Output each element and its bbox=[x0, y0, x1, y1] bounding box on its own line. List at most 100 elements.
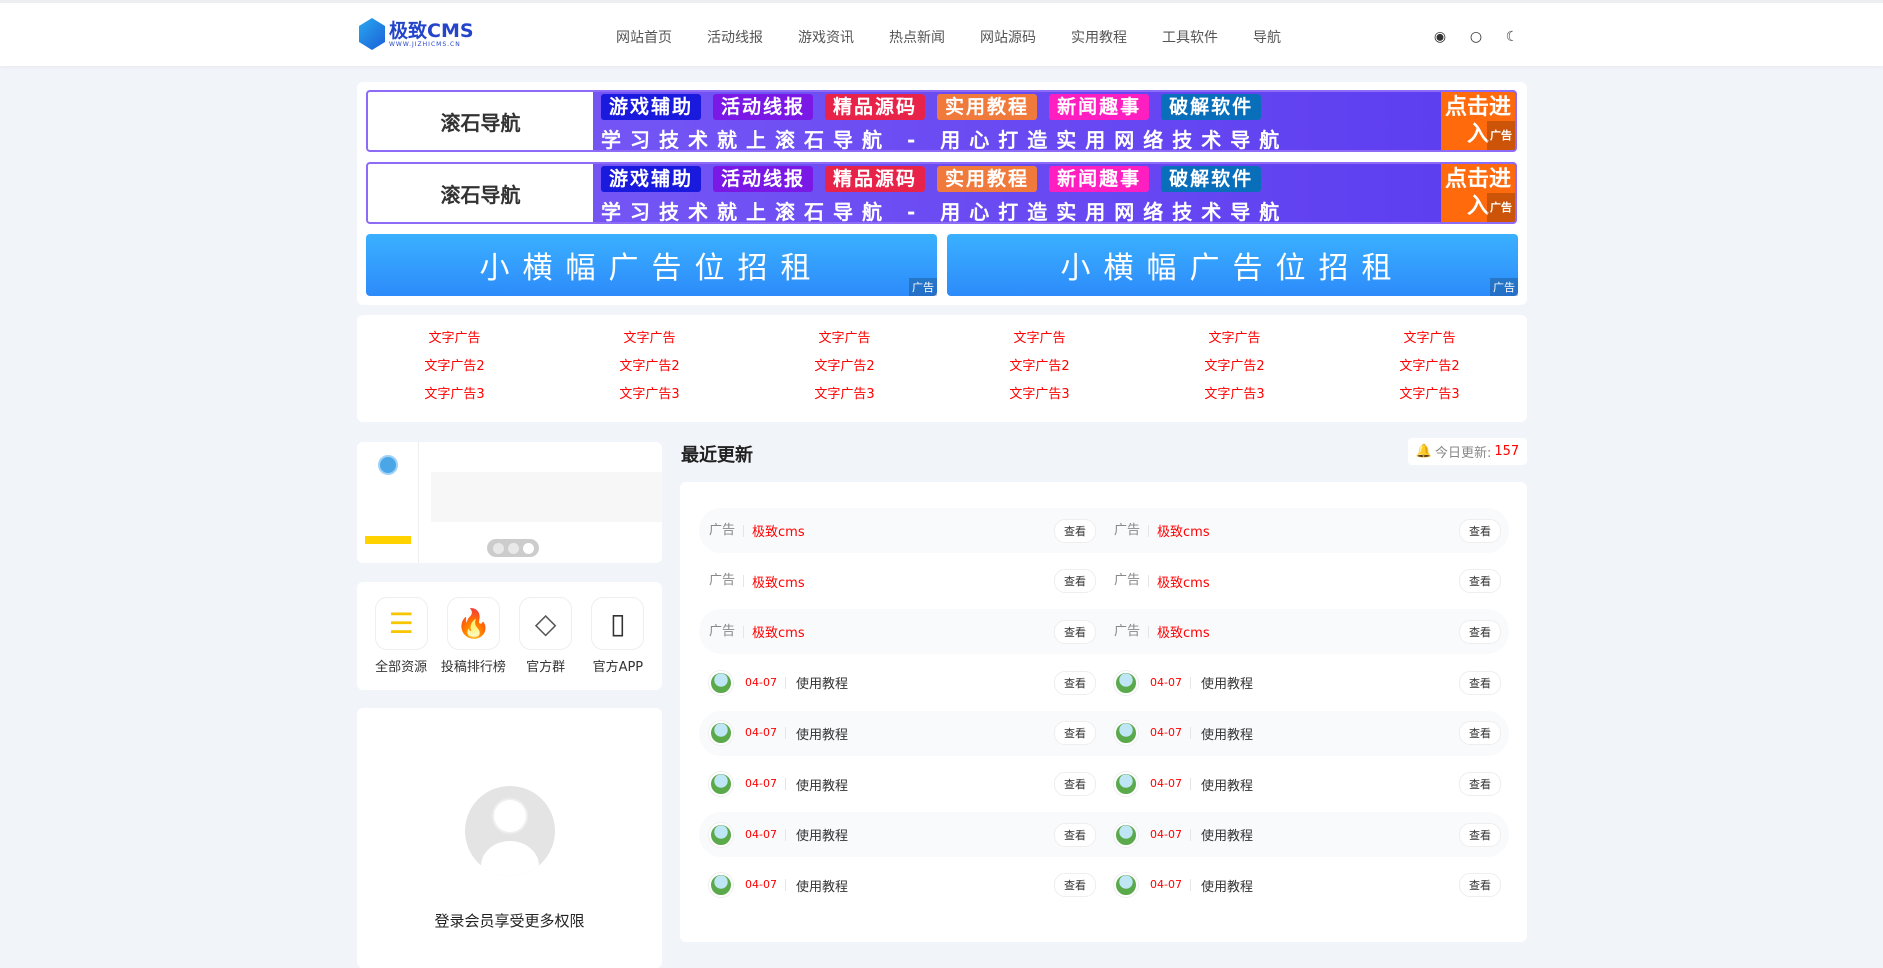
ad-item[interactable]: 广告 极致cms 查看 bbox=[1104, 508, 1509, 553]
post-item[interactable]: 04-07 使用教程 查看 bbox=[1104, 812, 1509, 857]
banner-ad[interactable]: 滚石导航 游戏辅助 活动线报 精品源码 实用教程 新闻趣事 破解软件 学习技术就上滚石导航 … bbox=[366, 162, 1517, 224]
post-title[interactable]: 使用教程 bbox=[1200, 677, 1253, 693]
post-item[interactable]: 04-07 使用教程 查看 bbox=[1104, 863, 1509, 908]
text-ad-link[interactable]: 文字广告 bbox=[1403, 331, 1456, 346]
author-avatar[interactable] bbox=[1114, 822, 1138, 847]
view-button[interactable]: 查看 bbox=[1459, 619, 1501, 644]
text-ad-link[interactable]: 文字广告2 bbox=[619, 359, 680, 374]
post-title[interactable]: 使用教程 bbox=[1200, 778, 1253, 794]
post-item[interactable]: 04-07 使用教程 查看 bbox=[699, 863, 1104, 908]
slider-dot[interactable] bbox=[492, 542, 504, 554]
nav-item[interactable]: 网站源码 bbox=[980, 30, 1036, 46]
author-avatar[interactable] bbox=[709, 670, 733, 695]
post-item[interactable]: 04-07 使用教程 查看 bbox=[699, 762, 1104, 807]
author-avatar[interactable] bbox=[1114, 670, 1138, 695]
text-ad-link[interactable]: 文字广告 bbox=[1208, 331, 1261, 346]
author-avatar[interactable] bbox=[1114, 772, 1138, 796]
ad-title[interactable]: 极致cms bbox=[752, 575, 805, 591]
ad-title[interactable]: 极致cms bbox=[1157, 575, 1210, 591]
view-button[interactable]: 查看 bbox=[1054, 518, 1096, 543]
view-button[interactable]: 查看 bbox=[1054, 772, 1096, 796]
author-avatar[interactable] bbox=[709, 772, 733, 796]
text-ad-link[interactable]: 文字广告 bbox=[818, 331, 871, 346]
ad-title[interactable]: 极致cms bbox=[1157, 525, 1210, 540]
quick-link-group[interactable]: ◇ 官方群 bbox=[511, 597, 581, 690]
post-item[interactable]: 04-07 使用教程 查看 bbox=[699, 711, 1104, 756]
text-ad-link[interactable]: 文字广告3 bbox=[1399, 387, 1460, 402]
view-button[interactable]: 查看 bbox=[1459, 721, 1501, 746]
text-ad-link[interactable]: 文字广告3 bbox=[424, 387, 485, 402]
banner-cta[interactable]: 点击进入 广告 bbox=[1441, 92, 1515, 150]
slider-dot[interactable] bbox=[507, 542, 519, 554]
text-ad-link[interactable]: 文字广告3 bbox=[814, 387, 875, 402]
nav-item[interactable]: 实用教程 bbox=[1071, 30, 1127, 46]
author-avatar[interactable] bbox=[1114, 721, 1138, 746]
nav-item[interactable]: 游戏资讯 bbox=[798, 30, 854, 46]
search-icon[interactable]: ○ bbox=[1469, 29, 1483, 45]
slider-pagination[interactable] bbox=[487, 539, 539, 557]
banner-ad[interactable]: 滚石导航 游戏辅助 活动线报 精品源码 实用教程 新闻趣事 破解软件 学习技术就上滚石导航 … bbox=[366, 90, 1517, 152]
ad-item[interactable]: 广告 极致cms 查看 bbox=[699, 559, 1104, 604]
post-title[interactable]: 使用教程 bbox=[1200, 879, 1253, 895]
post-item[interactable]: 04-07 使用教程 查看 bbox=[1104, 711, 1509, 756]
quick-link-all-resources[interactable]: ☰ 全部资源 bbox=[366, 597, 436, 690]
author-avatar[interactable] bbox=[709, 822, 733, 847]
ad-item[interactable]: 广告 极致cms 查看 bbox=[1104, 609, 1509, 654]
post-title[interactable]: 使用教程 bbox=[795, 727, 848, 743]
small-banner-ad[interactable]: 小横幅广告位招租 广告 bbox=[366, 234, 937, 296]
author-avatar[interactable] bbox=[709, 721, 733, 746]
view-button[interactable]: 查看 bbox=[1054, 670, 1096, 695]
ad-item[interactable]: 广告 极致cms 查看 bbox=[699, 508, 1104, 553]
quick-link-app[interactable]: ▯ 官方APP bbox=[583, 597, 653, 690]
nav-item[interactable]: 网站首页 bbox=[616, 30, 672, 46]
post-title[interactable]: 使用教程 bbox=[795, 879, 848, 895]
author-avatar[interactable] bbox=[709, 873, 733, 898]
view-button[interactable]: 查看 bbox=[1054, 873, 1096, 898]
text-ad-link[interactable]: 文字广告2 bbox=[814, 359, 875, 374]
view-button[interactable]: 查看 bbox=[1459, 569, 1501, 594]
post-title[interactable]: 使用教程 bbox=[1200, 829, 1253, 845]
nav-item[interactable]: 热点新闻 bbox=[889, 30, 945, 46]
text-ad-link[interactable]: 文字广告2 bbox=[1204, 359, 1265, 374]
ad-title[interactable]: 极致cms bbox=[1157, 626, 1210, 642]
default-avatar-icon[interactable] bbox=[465, 786, 555, 876]
small-banner-ad[interactable]: 小横幅广告位招租 广告 bbox=[947, 234, 1518, 296]
text-ad-link[interactable]: 文字广告 bbox=[623, 331, 676, 346]
quick-link-ranking[interactable]: 🔥 投稿排行榜 bbox=[438, 597, 508, 690]
author-avatar[interactable] bbox=[1114, 873, 1138, 898]
banner-cta[interactable]: 点击进入 广告 bbox=[1441, 164, 1515, 222]
post-title[interactable]: 使用教程 bbox=[795, 829, 848, 845]
view-button[interactable]: 查看 bbox=[1054, 619, 1096, 644]
ad-title[interactable]: 极致cms bbox=[752, 626, 805, 642]
text-ad-link[interactable]: 文字广告2 bbox=[1009, 359, 1070, 374]
view-button[interactable]: 查看 bbox=[1459, 873, 1501, 898]
post-item[interactable]: 04-07 使用教程 查看 bbox=[1104, 762, 1509, 807]
ad-title[interactable]: 极致cms bbox=[752, 525, 805, 540]
post-title[interactable]: 使用教程 bbox=[1200, 727, 1253, 743]
view-button[interactable]: 查看 bbox=[1459, 518, 1501, 543]
ad-item[interactable]: 广告 极致cms 查看 bbox=[699, 609, 1104, 654]
view-button[interactable]: 查看 bbox=[1459, 772, 1501, 796]
view-button[interactable]: 查看 bbox=[1459, 822, 1501, 847]
text-ad-link[interactable]: 文字广告3 bbox=[619, 387, 680, 402]
moon-icon[interactable]: ☾ bbox=[1505, 29, 1519, 45]
view-button[interactable]: 查看 bbox=[1054, 822, 1096, 847]
text-ad-link[interactable]: 文字广告 bbox=[428, 331, 481, 346]
site-logo[interactable]: 极致CMS WWW.JIZHICMS.CN bbox=[359, 18, 474, 50]
post-item[interactable]: 04-07 使用教程 查看 bbox=[699, 812, 1104, 857]
slider-dot-active[interactable] bbox=[522, 542, 534, 554]
text-ad-link[interactable]: 文字广告 bbox=[1013, 331, 1066, 346]
post-title[interactable]: 使用教程 bbox=[795, 778, 848, 794]
post-item[interactable]: 04-07 使用教程 查看 bbox=[699, 660, 1104, 705]
user-icon[interactable]: ◉ bbox=[1433, 29, 1447, 45]
post-item[interactable]: 04-07 使用教程 查看 bbox=[1104, 660, 1509, 705]
view-button[interactable]: 查看 bbox=[1054, 569, 1096, 594]
nav-item[interactable]: 活动线报 bbox=[707, 30, 763, 46]
text-ad-link[interactable]: 文字广告2 bbox=[424, 359, 485, 374]
view-button[interactable]: 查看 bbox=[1054, 721, 1096, 746]
nav-item[interactable]: 工具软件 bbox=[1162, 30, 1218, 46]
ad-item[interactable]: 广告 极致cms 查看 bbox=[1104, 559, 1509, 604]
text-ad-link[interactable]: 文字广告3 bbox=[1204, 387, 1265, 402]
image-slider[interactable] bbox=[357, 442, 662, 563]
text-ad-link[interactable]: 文字广告3 bbox=[1009, 387, 1070, 402]
